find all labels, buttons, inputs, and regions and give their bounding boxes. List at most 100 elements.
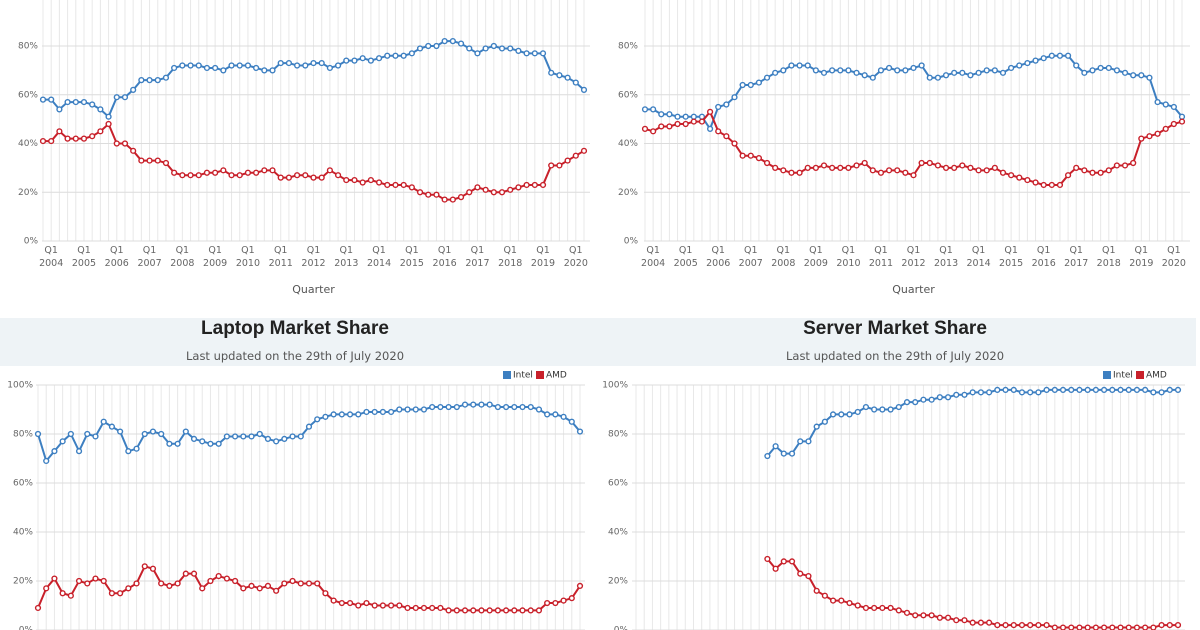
point <box>1008 172 1015 179</box>
x-tick-label: Q1 2009 <box>803 245 828 269</box>
point <box>853 162 860 169</box>
point <box>967 72 974 79</box>
point <box>515 47 522 54</box>
point <box>548 69 555 76</box>
point <box>171 64 178 72</box>
point <box>141 430 148 438</box>
point <box>1084 624 1091 630</box>
x-tick-label: Q1 2011 <box>268 245 293 269</box>
point <box>552 599 559 607</box>
point <box>999 169 1007 176</box>
point <box>804 62 811 69</box>
point <box>902 67 909 74</box>
point <box>829 411 837 418</box>
x-tick-label: Q1 2004 <box>641 245 666 269</box>
point <box>326 64 333 72</box>
x-tick-label: Q1 2008 <box>170 245 195 269</box>
point <box>416 45 424 52</box>
point <box>256 585 263 592</box>
point <box>388 408 395 416</box>
point <box>371 602 378 609</box>
legend-swatch <box>1103 371 1111 379</box>
y-tick-label: 40% <box>608 528 628 538</box>
point <box>244 169 252 176</box>
point <box>1174 386 1182 394</box>
point <box>920 396 927 403</box>
point <box>977 619 985 626</box>
point <box>190 570 198 577</box>
point <box>310 174 317 181</box>
point <box>67 430 74 438</box>
point <box>706 108 714 115</box>
x-tick-label: Q1 2016 <box>432 245 457 269</box>
point <box>100 577 107 585</box>
point <box>359 179 366 186</box>
point <box>861 72 868 79</box>
point <box>829 164 836 171</box>
point <box>560 597 567 604</box>
point <box>523 50 530 57</box>
point <box>548 162 555 169</box>
point <box>326 167 333 174</box>
point <box>34 604 42 612</box>
point <box>1002 621 1009 629</box>
point <box>412 406 419 413</box>
point <box>969 619 976 626</box>
point <box>48 96 55 103</box>
point <box>72 98 79 106</box>
point <box>338 599 345 607</box>
point <box>215 440 222 447</box>
point <box>999 69 1007 76</box>
y-tick-label: 60% <box>618 90 638 100</box>
point <box>384 181 391 189</box>
y-tick-label: 40% <box>18 139 38 149</box>
y-tick-label: 100% <box>602 381 628 391</box>
point <box>747 81 754 89</box>
point <box>845 164 852 171</box>
y-tick-label: 100% <box>7 381 33 391</box>
point <box>285 59 293 67</box>
point <box>1076 624 1083 630</box>
point <box>314 580 321 587</box>
point <box>805 438 812 445</box>
point <box>519 607 526 614</box>
point <box>420 604 428 612</box>
y-tick-label: 40% <box>13 528 33 538</box>
point <box>346 599 354 607</box>
point <box>796 169 803 176</box>
point <box>674 120 681 128</box>
point <box>281 435 288 443</box>
point <box>918 62 925 69</box>
x-tick-label: Q1 2019 <box>1129 245 1154 269</box>
point <box>498 45 506 52</box>
point <box>944 394 952 401</box>
point <box>902 169 909 176</box>
point <box>1032 179 1039 186</box>
point <box>351 176 358 184</box>
point <box>130 86 137 93</box>
y-tick-label: 80% <box>18 42 38 52</box>
point <box>363 599 370 607</box>
point <box>519 403 526 411</box>
point <box>253 169 260 176</box>
point <box>961 617 968 624</box>
point <box>837 164 844 171</box>
point <box>375 179 383 186</box>
point <box>975 69 982 76</box>
x-tick-label: Q1 2019 <box>530 245 556 269</box>
point <box>359 55 366 62</box>
point <box>1027 621 1034 629</box>
point <box>523 181 530 189</box>
point <box>1142 624 1149 630</box>
point <box>59 590 66 597</box>
point <box>97 106 104 113</box>
point <box>429 604 436 612</box>
point <box>658 111 665 118</box>
point <box>256 430 263 438</box>
point <box>379 408 387 416</box>
x-tick-label: Q1 2018 <box>1096 245 1121 269</box>
point <box>273 438 280 445</box>
x-tick-label: Q1 2012 <box>301 245 326 269</box>
point <box>706 125 714 132</box>
point <box>580 86 588 93</box>
